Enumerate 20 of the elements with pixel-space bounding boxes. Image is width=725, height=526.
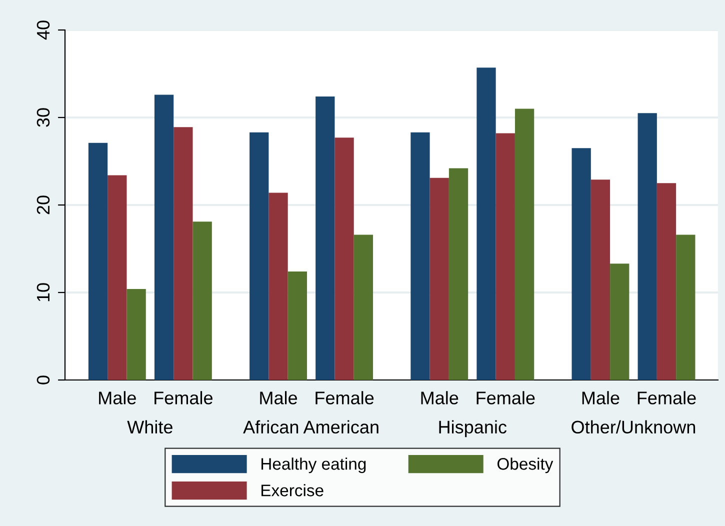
x-tick-label: Male <box>421 391 458 404</box>
x-tick-label: Female <box>638 391 696 404</box>
legend-label: Obesity <box>497 458 554 474</box>
text: African American <box>243 420 378 434</box>
x-tick-label: Male <box>260 391 298 404</box>
x-tick-label: Male <box>99 391 136 404</box>
y-tick-label: 10 <box>36 283 50 302</box>
text: White <box>127 420 172 434</box>
legend-label: Exercise <box>262 484 324 496</box>
x-tick-label: Female <box>154 391 212 404</box>
y-tick-label: 40 <box>36 20 50 40</box>
x-tick-label: Female <box>476 391 535 404</box>
text: Hispanic <box>439 420 507 438</box>
legend-label: Healthy eating <box>262 458 366 474</box>
x-tick-label: Female <box>316 391 374 404</box>
text: Other/Unknown <box>572 420 696 434</box>
y-tick-label: 20 <box>36 196 50 214</box>
y-tick-label: 0 <box>36 376 50 384</box>
x-tick-label: Male <box>582 391 620 404</box>
y-tick-label: 30 <box>36 108 50 127</box>
